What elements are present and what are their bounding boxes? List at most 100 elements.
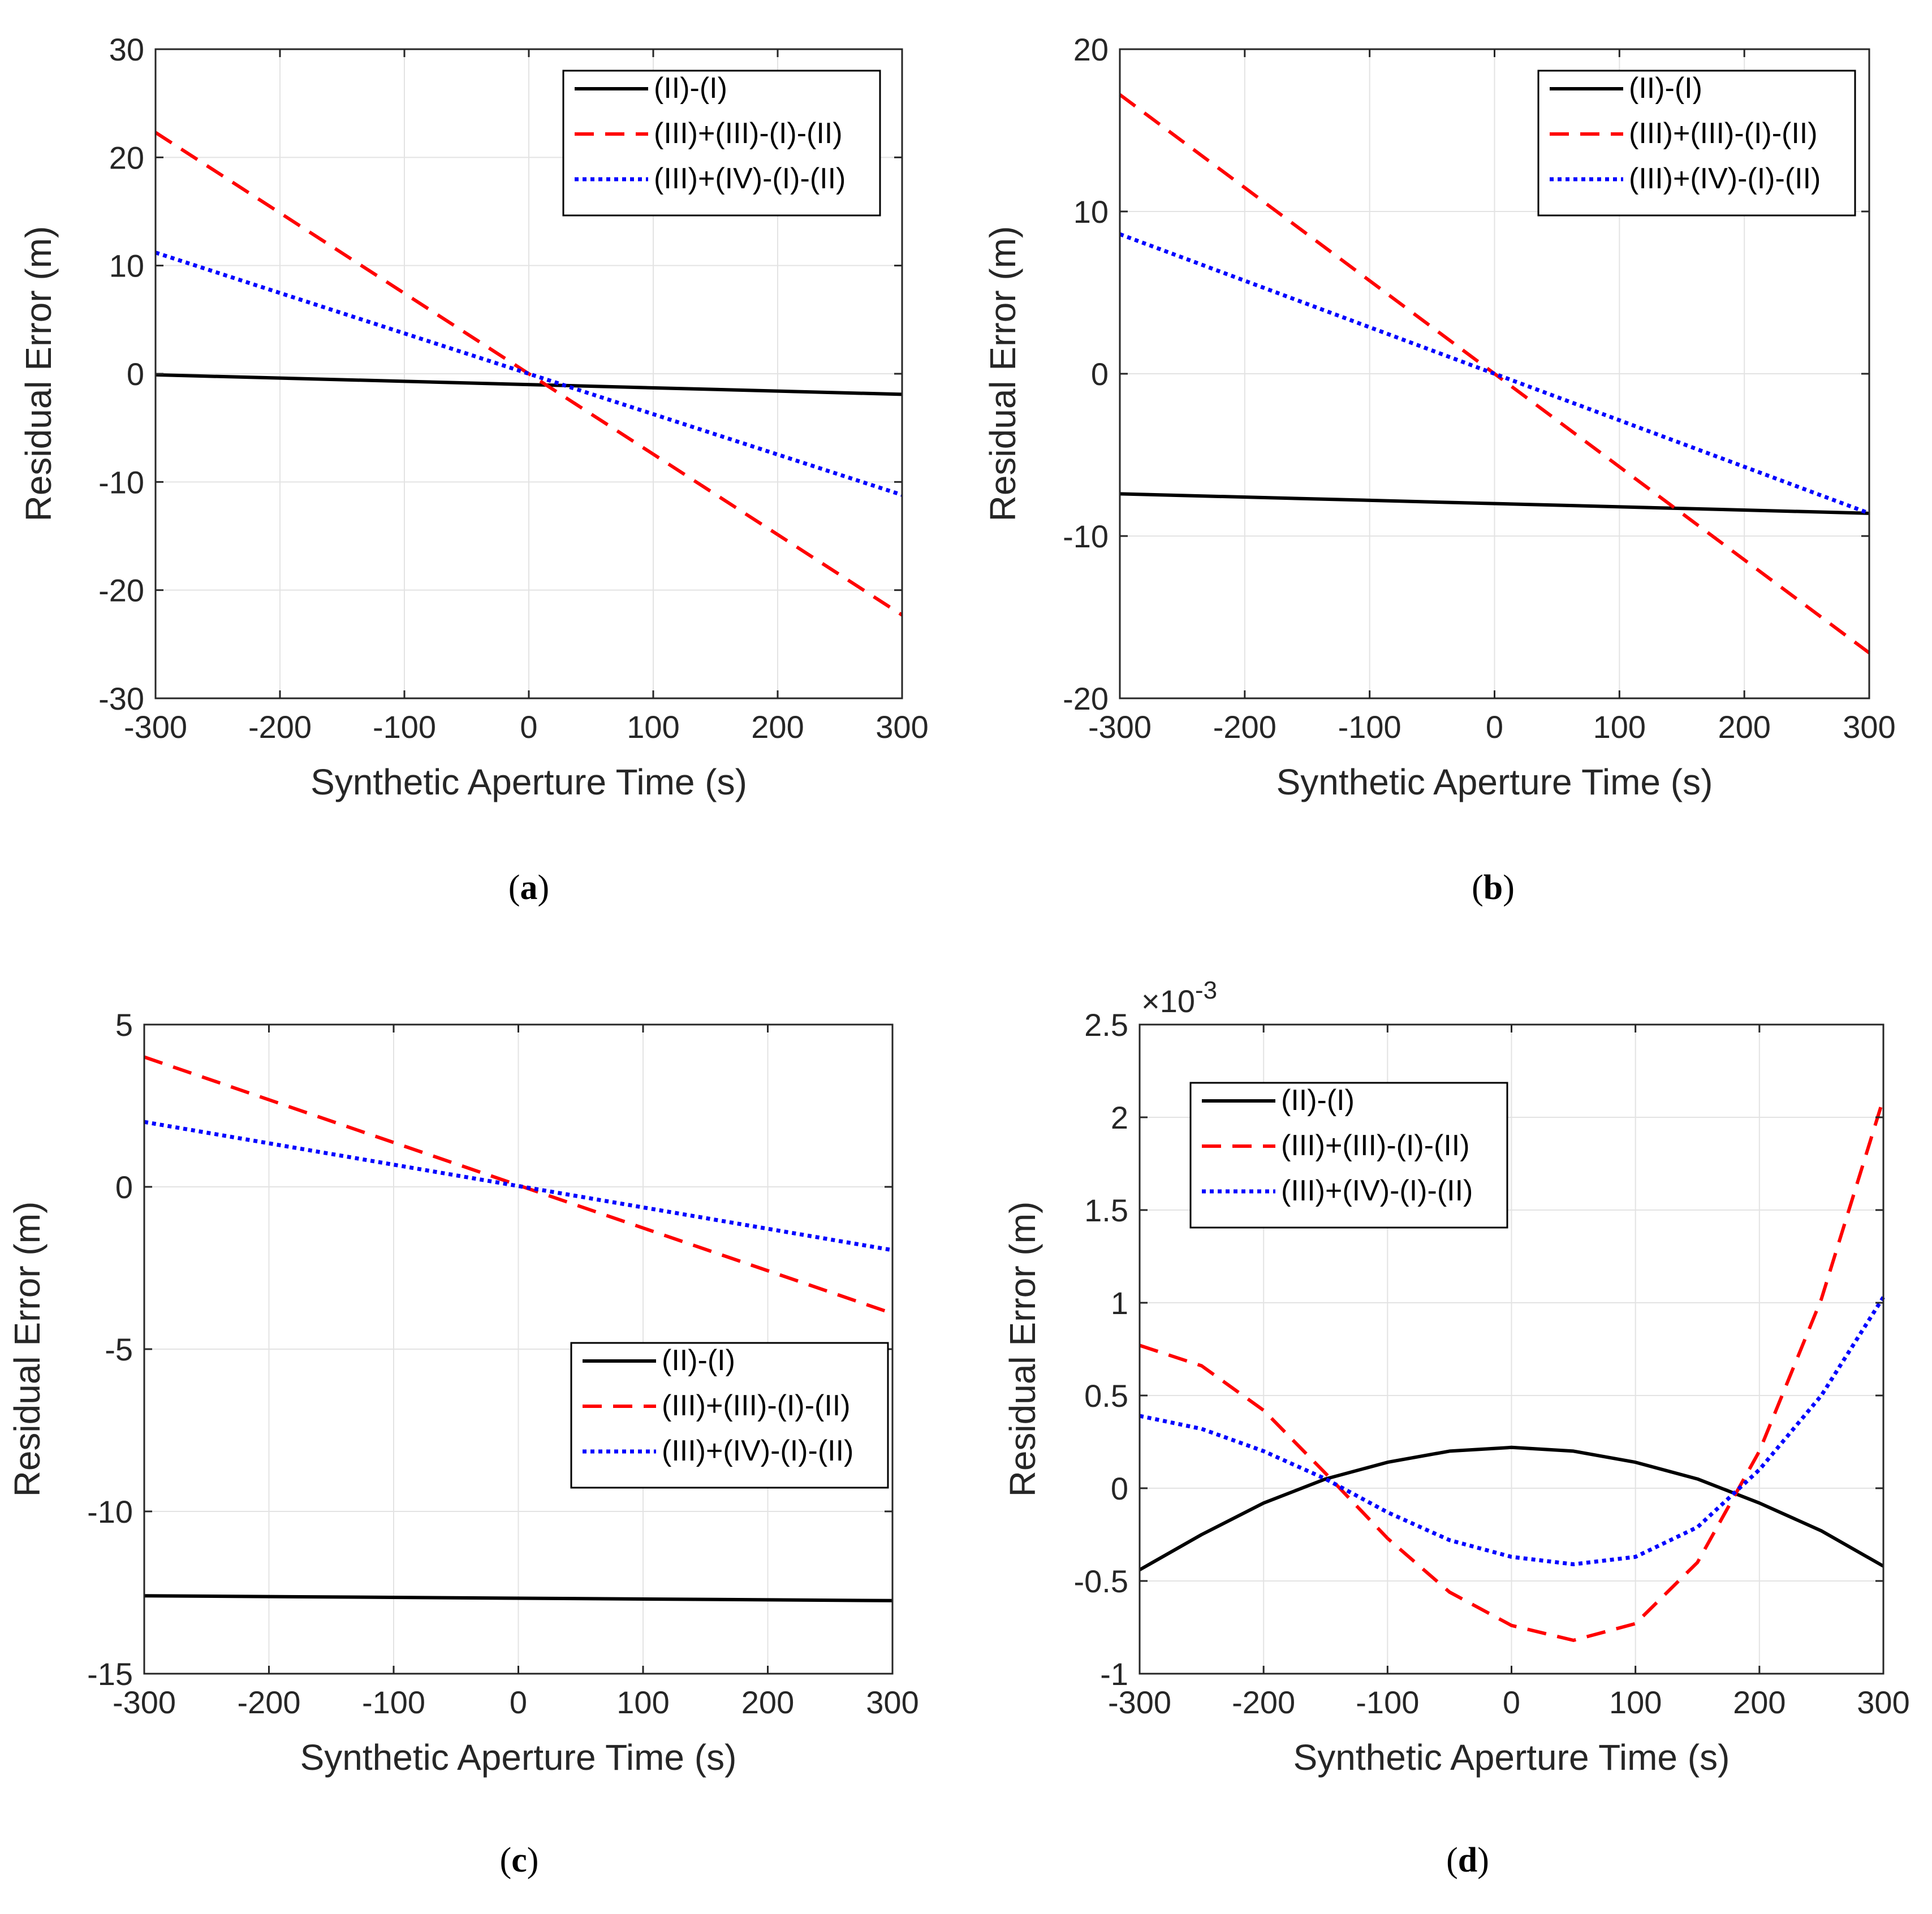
y-tick-label-c-3: 0 [115, 1169, 133, 1205]
caption-b: (b) [1472, 869, 1515, 907]
series-layer-b [1119, 93, 1870, 655]
x-tick-label-d-2: -100 [1356, 1684, 1419, 1720]
y-tick-label-a-5: 20 [109, 140, 144, 175]
y-tick-label-d-7: 2.5 [1084, 1007, 1128, 1043]
series-layer-a [154, 131, 903, 617]
ticks-d: -300 -200 -100 0 100 200 300 -1 -0.5 0 0.5 1 1.5 2 2.5 [1074, 1007, 1910, 1720]
y-tick-label-d-1: -0.5 [1074, 1563, 1129, 1599]
y-tick-label-a-2: -10 [98, 464, 144, 500]
y-tick-label-b-1: -10 [1063, 519, 1109, 554]
y-tick-label-a-6: 30 [109, 32, 144, 67]
legend-label-a-0: (II)-(I) [654, 72, 727, 105]
x-tick-label-b-4: 100 [1593, 709, 1646, 745]
y-tick-label-c-4: 5 [115, 1007, 133, 1043]
series-line-a-0 [155, 373, 903, 396]
caption-d: (d) [1446, 1841, 1489, 1880]
y-tick-label-a-3: 0 [127, 356, 144, 392]
exponent-base-d: ×10 [1141, 983, 1195, 1019]
x-tick-label-b-5: 200 [1718, 709, 1770, 745]
series-layer-d [1138, 1098, 1885, 1642]
x-tick-label-c-2: -100 [362, 1684, 425, 1720]
legend-box-b [1537, 70, 1856, 217]
legend-b: (II)-(I) (III)+(III)-(I)-(II) (III)+(IV)-(… [1537, 70, 1856, 217]
y-tick-label-c-1: -10 [87, 1494, 133, 1530]
legend-label-d-1: (III)+(III)-(I)-(II) [1281, 1129, 1470, 1162]
legend-label-c-0: (II)-(I) [662, 1344, 735, 1377]
x-tick-label-a-3: 0 [520, 709, 537, 745]
legend-label-c-1: (III)+(III)-(I)-(II) [662, 1389, 851, 1422]
x-tick-label-a-0: -300 [124, 709, 187, 745]
y-tick-label-a-0: -30 [98, 681, 144, 716]
series-line-a-1 [154, 131, 903, 617]
x-tick-label-d-6: 300 [1857, 1684, 1909, 1720]
x-tick-label-b-6: 300 [1843, 709, 1895, 745]
legend-label-c-2: (III)+(IV)-(I)-(II) [662, 1435, 853, 1467]
y-tick-label-d-6: 2 [1111, 1100, 1128, 1135]
exponent-power-d: -3 [1195, 977, 1217, 1004]
y-tick-label-c-0: -15 [87, 1656, 133, 1692]
x-tick-label-d-0: -300 [1108, 1684, 1171, 1720]
y-tick-label-d-0: -1 [1100, 1656, 1128, 1692]
x-tick-label-c-5: 200 [741, 1684, 794, 1720]
series-line-b-2 [1119, 232, 1870, 516]
x-tick-label-a-2: -100 [373, 709, 436, 745]
legend-label-d-2: (III)+(IV)-(I)-(II) [1281, 1174, 1473, 1207]
x-tick-label-d-5: 200 [1733, 1684, 1786, 1720]
legend-c: (II)-(I) (III)+(III)-(I)-(II) (III)+(IV)-(… [570, 1342, 889, 1489]
legend-box-a [562, 70, 881, 217]
panel-d: -300 -200 -100 0 100 200 300 -1 -0.5 0 0.5 1 1.5 2 2.5… [1002, 977, 1910, 1880]
legend-d: (II)-(I) (III)+(III)-(I)-(II) (III)+(IV)-(… [1189, 1082, 1508, 1229]
y-tick-label-d-3: 0.5 [1084, 1378, 1128, 1414]
caption-letter-b: b [1484, 869, 1503, 907]
series-line-d-0 [1138, 1445, 1884, 1571]
y-tick-label-b-4: 20 [1073, 32, 1109, 67]
y-tick-label-c-2: -5 [105, 1332, 133, 1367]
legend-a: (II)-(I) (III)+(III)-(I)-(II) (III)+(IV)-(… [562, 70, 881, 217]
x-tick-label-b-0: -300 [1088, 709, 1152, 745]
y-tick-label-d-5: 1.5 [1084, 1193, 1128, 1228]
x-axis-title-c: Synthetic Aperture Time (s) [300, 1737, 737, 1778]
y-tick-label-a-1: -20 [98, 573, 144, 608]
y-axis-title-c: Residual Error (m) [7, 1202, 48, 1497]
caption-a: (a) [508, 869, 549, 907]
x-tick-label-c-0: -300 [113, 1684, 176, 1720]
x-tick-label-b-3: 0 [1486, 709, 1503, 745]
x-axis-title-a: Synthetic Aperture Time (s) [310, 762, 747, 802]
legend-label-a-1: (III)+(III)-(I)-(II) [654, 117, 843, 150]
y-axis-title-d: Residual Error (m) [1002, 1202, 1043, 1497]
caption-c: (c) [500, 1841, 539, 1880]
legend-label-d-0: (II)-(I) [1281, 1084, 1355, 1117]
y-tick-label-d-4: 1 [1111, 1285, 1128, 1321]
series-line-c-1 [144, 1055, 893, 1315]
caption-letter-d: d [1458, 1841, 1477, 1880]
x-tick-label-a-5: 200 [751, 709, 804, 745]
y-tick-label-b-2: 0 [1091, 356, 1109, 392]
y-tick-label-b-0: -20 [1063, 681, 1109, 716]
y-tick-label-a-4: 10 [109, 248, 144, 284]
legend-label-b-0: (II)-(I) [1629, 72, 1702, 105]
y-axis-title-b: Residual Error (m) [982, 226, 1023, 522]
x-tick-label-c-3: 0 [510, 1684, 527, 1720]
series-line-d-2 [1139, 1296, 1885, 1566]
caption-letter-a: a [520, 869, 538, 907]
x-tick-label-a-6: 300 [876, 709, 928, 745]
legend-label-a-2: (III)+(IV)-(I)-(II) [654, 162, 846, 195]
x-axis-title-d: Synthetic Aperture Time (s) [1293, 1737, 1730, 1778]
legend-label-b-1: (III)+(III)-(I)-(II) [1629, 117, 1818, 150]
x-tick-label-c-6: 300 [866, 1684, 918, 1720]
legend-box-c [570, 1342, 889, 1489]
x-tick-label-c-4: 100 [616, 1684, 669, 1720]
series-line-b-0 [1119, 492, 1870, 515]
y-tick-label-d-2: 0 [1111, 1471, 1128, 1506]
y-axis-exponent-d: ×10-3 [1141, 977, 1217, 1019]
panel-c: -300 -200 -100 0 100 200 300 -15 -10 -5 0 5 Synthet… [7, 1007, 919, 1880]
x-tick-label-d-4: 100 [1609, 1684, 1662, 1720]
x-axis-title-b: Synthetic Aperture Time (s) [1276, 762, 1713, 802]
x-tick-label-c-1: -200 [237, 1684, 300, 1720]
x-tick-label-b-2: -100 [1338, 709, 1401, 745]
